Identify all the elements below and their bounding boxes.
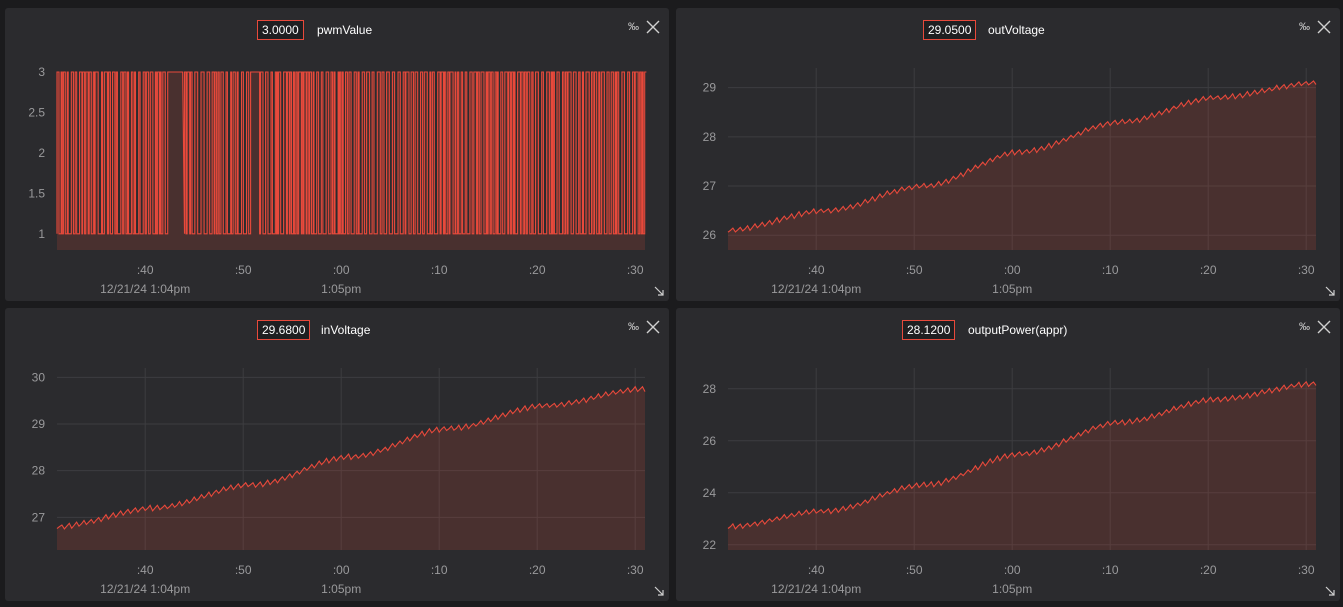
chart-area[interactable]: 1 1.5 2 2.5 3 :40 :50 :00 :10 :20 :30 12/21/24 1:04…	[5, 8, 669, 301]
date-label: 1:05pm	[992, 582, 1032, 596]
y-tick-label: 28	[703, 382, 717, 396]
y-tick-label: 26	[703, 228, 717, 242]
x-tick-label: :50	[906, 563, 923, 577]
chart-panel-outputpower: 28.1200 outputPower(appr) ‰ 22 24 26 28:40:…	[676, 308, 1340, 601]
y-tick-label: 1	[38, 227, 45, 241]
resize-handle-icon[interactable]	[1325, 286, 1335, 296]
y-tick-label: 28	[703, 130, 717, 144]
y-tick-label: 26	[703, 434, 717, 448]
y-tick-label: 1.5	[28, 186, 45, 200]
y-tick-label: 29	[703, 81, 717, 95]
x-tick-label: :40	[808, 263, 825, 277]
x-tick-label: :50	[235, 263, 252, 277]
chart-panel-involtage: 29.6800 inVoltage ‰ 27 28 29 30:40:50:00:10…	[5, 308, 669, 601]
resize-handle-icon[interactable]	[654, 586, 664, 596]
date-label: 12/21/24 1:04pm	[100, 282, 190, 296]
date-label: 1:05pm	[321, 582, 361, 596]
chart-area[interactable]: 27 28 29 30 :40 :50 :00 :10 :20 :30 12/21/24 1:04p…	[5, 308, 669, 601]
resize-handle-icon[interactable]	[1325, 586, 1335, 596]
chart-area[interactable]: 22 24 26 28 :40 :50 :00 :10 :20 :30 12/21/24 1:04p…	[676, 308, 1340, 601]
y-tick-label: 2.5	[28, 105, 45, 119]
x-tick-label: :30	[627, 263, 644, 277]
y-tick-label: 22	[703, 538, 717, 552]
y-tick-label: 24	[703, 486, 717, 500]
y-tick-label: 28	[32, 464, 46, 478]
x-tick-label: :50	[235, 563, 252, 577]
x-tick-label: :00	[333, 263, 350, 277]
x-tick-label: :10	[431, 263, 448, 277]
x-tick-label: :20	[1200, 563, 1217, 577]
x-tick-label: :00	[1004, 263, 1021, 277]
x-tick-label: :30	[1298, 563, 1315, 577]
y-tick-label: 27	[703, 179, 717, 193]
resize-handle-icon[interactable]	[654, 286, 664, 296]
y-tick-label: 30	[32, 370, 46, 384]
date-label: 1:05pm	[992, 282, 1032, 296]
x-tick-label: :20	[529, 563, 546, 577]
x-tick-label: :40	[137, 263, 154, 277]
x-tick-label: :10	[1102, 563, 1119, 577]
y-tick-label: 29	[32, 417, 46, 431]
chart-panel-outvoltage: 29.0500 outVoltage ‰ 26 27 28 29:40:50:00:1…	[676, 8, 1340, 301]
x-tick-label: :00	[333, 563, 350, 577]
x-tick-label: :40	[808, 563, 825, 577]
x-tick-label: :20	[1200, 263, 1217, 277]
x-tick-label: :10	[431, 563, 448, 577]
x-tick-label: :20	[529, 263, 546, 277]
y-tick-label: 27	[32, 510, 46, 524]
chart-area[interactable]: 26 27 28 29 :40 :50 :00 :10 :20 :30 12/21/24 1:04p…	[676, 8, 1340, 301]
date-label: 1:05pm	[321, 282, 361, 296]
x-tick-label: :10	[1102, 263, 1119, 277]
date-label: 12/21/24 1:04pm	[100, 582, 190, 596]
x-tick-label: :30	[1298, 263, 1315, 277]
date-label: 12/21/24 1:04pm	[771, 582, 861, 596]
x-tick-label: :00	[1004, 563, 1021, 577]
y-tick-label: 3	[38, 65, 45, 79]
x-tick-label: :30	[627, 563, 644, 577]
date-label: 12/21/24 1:04pm	[771, 282, 861, 296]
y-tick-label: 2	[38, 146, 45, 160]
x-tick-label: :50	[906, 263, 923, 277]
x-tick-label: :40	[137, 563, 154, 577]
chart-panel-pwmvalue: 3.0000 pwmValue ‰ 1 1.5 2 2.5 3:40:50:00:10:…	[5, 8, 669, 301]
